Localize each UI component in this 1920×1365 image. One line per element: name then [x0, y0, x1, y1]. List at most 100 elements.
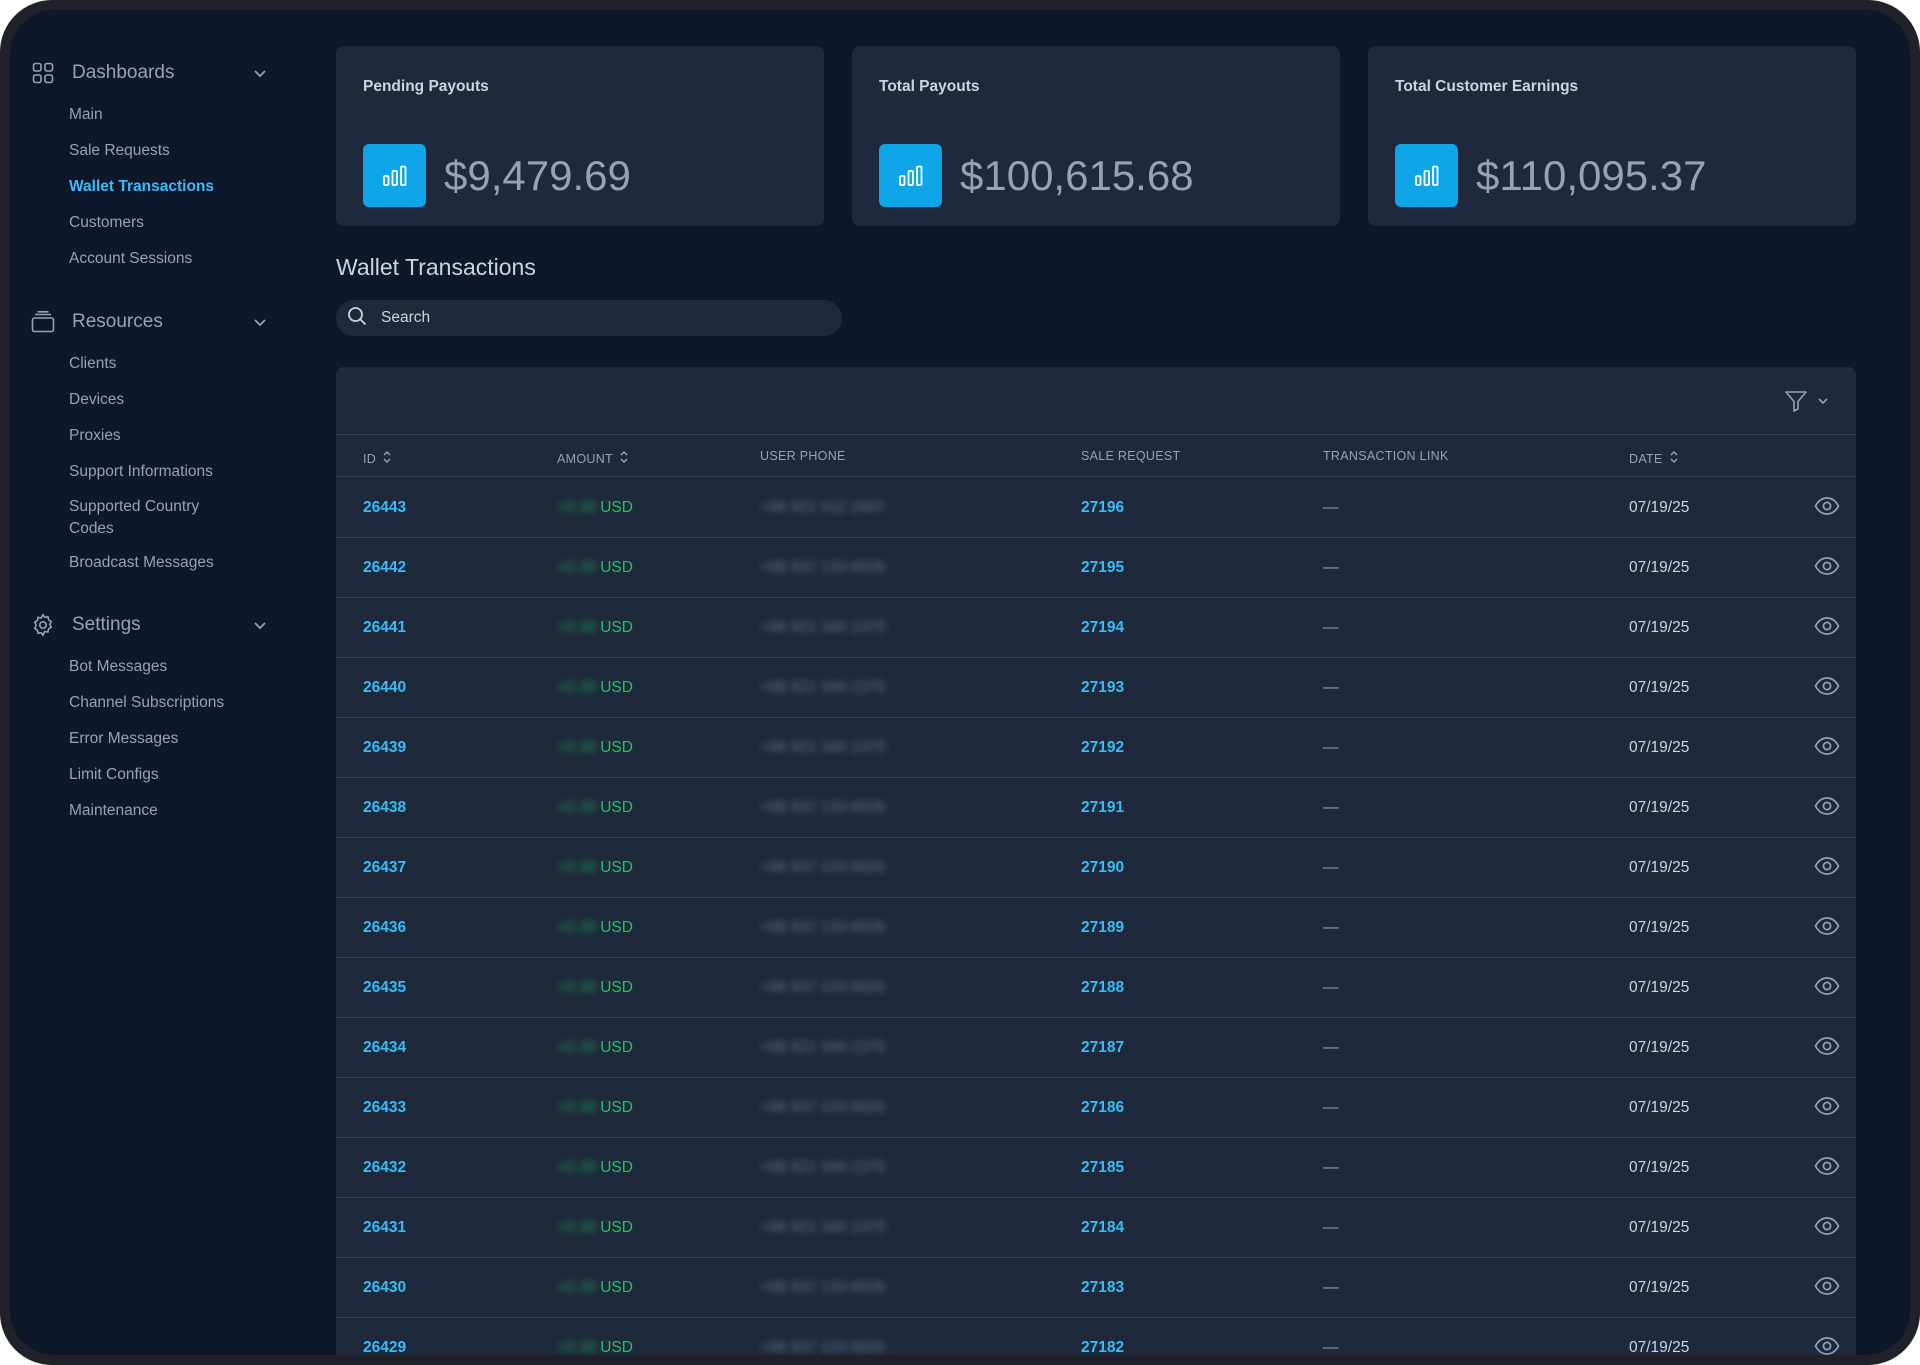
- sidebar-item-devices[interactable]: Devices: [69, 391, 125, 408]
- transaction-id-link[interactable]: 26432: [363, 1159, 407, 1176]
- user-phone-cell: +98 921 512 2947: [760, 499, 886, 516]
- column-header-amount[interactable]: AMOUNT: [557, 449, 629, 468]
- sale-request-link[interactable]: 27187: [1081, 1039, 1125, 1056]
- sale-request-link[interactable]: 27196: [1081, 499, 1125, 516]
- eye-icon[interactable]: [1814, 915, 1840, 943]
- transaction-id-link[interactable]: 26437: [363, 859, 407, 876]
- table-row: 26441 +0.30 USD +98 921 340 1370 27194 — 07/19…: [336, 598, 1856, 658]
- sale-request-link[interactable]: 27190: [1081, 859, 1125, 876]
- eye-icon[interactable]: [1814, 615, 1840, 643]
- sale-request-link[interactable]: 27193: [1081, 679, 1125, 696]
- transaction-id-link[interactable]: 26443: [363, 499, 407, 516]
- sidebar-item-support-informations[interactable]: Support Informations: [69, 463, 213, 480]
- sale-request-link[interactable]: 27186: [1081, 1099, 1125, 1116]
- currency-label: USD: [600, 619, 633, 636]
- sale-request-link[interactable]: 27191: [1081, 799, 1125, 816]
- eye-icon[interactable]: [1814, 735, 1840, 763]
- eye-icon[interactable]: [1814, 1215, 1840, 1243]
- user-phone-cell: +98 921 340 1370: [760, 1219, 886, 1236]
- amount-value: +0.30: [557, 919, 597, 936]
- sidebar-item-bot-messages[interactable]: Bot Messages: [69, 658, 168, 675]
- sale-request-link[interactable]: 27195: [1081, 559, 1125, 576]
- sidebar-item-limit-configs[interactable]: Limit Configs: [69, 766, 159, 783]
- transaction-id-link[interactable]: 26433: [363, 1099, 407, 1116]
- amount-cell: +0.30 USD: [557, 678, 633, 698]
- eye-icon[interactable]: [1814, 975, 1840, 1003]
- date-cell: 07/19/25: [1629, 499, 1690, 516]
- column-header-user-phone: USER PHONE: [760, 449, 846, 463]
- sidebar-item-supported-country-codes[interactable]: Supported Country Codes: [69, 498, 200, 537]
- transaction-id-link[interactable]: 26435: [363, 979, 407, 996]
- eye-icon[interactable]: [1814, 495, 1840, 523]
- column-header-id[interactable]: ID: [363, 449, 392, 468]
- card-value: $9,479.69: [444, 152, 631, 199]
- transaction-id-link[interactable]: 26442: [363, 559, 407, 576]
- transaction-id-link[interactable]: 26441: [363, 619, 407, 636]
- transaction-id-link[interactable]: 26436: [363, 919, 407, 936]
- sidebar-item-main[interactable]: Main: [69, 106, 103, 123]
- sale-request-link[interactable]: 27184: [1081, 1219, 1125, 1236]
- chevron-down-icon: [250, 615, 270, 635]
- currency-label: USD: [600, 1279, 633, 1296]
- date-cell: 07/19/25: [1629, 1339, 1690, 1355]
- section-header-settings[interactable]: Settings: [30, 607, 270, 643]
- column-header-date[interactable]: DATE: [1629, 449, 1679, 468]
- amount-cell: +0.30 USD: [557, 558, 633, 578]
- transactions-table: ID AMOUNT USER PHONE SALE REQUEST TRANSA…: [336, 367, 1856, 1355]
- transaction-id-link[interactable]: 26440: [363, 679, 407, 696]
- sale-request-link[interactable]: 27185: [1081, 1159, 1125, 1176]
- section-header-resources[interactable]: Resources: [30, 304, 270, 340]
- user-phone-cell: +98 937 133 6926: [760, 1339, 886, 1355]
- eye-icon[interactable]: [1814, 1335, 1840, 1355]
- gear-icon: [30, 612, 56, 638]
- sidebar-item-error-messages[interactable]: Error Messages: [69, 730, 179, 747]
- eye-icon[interactable]: [1814, 1155, 1840, 1183]
- transaction-id-link[interactable]: 26438: [363, 799, 407, 816]
- eye-icon[interactable]: [1814, 555, 1840, 583]
- transaction-id-link[interactable]: 26431: [363, 1219, 407, 1236]
- section-header-dashboards[interactable]: Dashboards: [30, 55, 270, 91]
- transaction-id-link[interactable]: 26429: [363, 1339, 407, 1355]
- sidebar-item-wallet-transactions[interactable]: Wallet Transactions: [69, 178, 214, 195]
- table-row: 26433 +0.30 USD +98 937 133 6926 27186 — 07/19…: [336, 1078, 1856, 1138]
- sidebar-item-channel-subscriptions[interactable]: Channel Subscriptions: [69, 694, 225, 711]
- sidebar-item-proxies[interactable]: Proxies: [69, 427, 121, 444]
- sidebar-item-account-sessions[interactable]: Account Sessions: [69, 250, 193, 267]
- sidebar-item-maintenance[interactable]: Maintenance: [69, 802, 158, 819]
- transaction-link-cell: —: [1323, 499, 1339, 516]
- currency-label: USD: [600, 859, 633, 876]
- currency-label: USD: [600, 799, 633, 816]
- filter-icon: [1784, 389, 1808, 418]
- search-input[interactable]: [381, 309, 821, 327]
- date-cell: 07/19/25: [1629, 619, 1690, 636]
- amount-value: +0.30: [557, 739, 597, 756]
- currency-label: USD: [600, 1159, 633, 1176]
- transaction-id-link[interactable]: 26430: [363, 1279, 407, 1296]
- sale-request-link[interactable]: 27188: [1081, 979, 1125, 996]
- column-label: USER PHONE: [760, 449, 846, 463]
- transaction-id-link[interactable]: 26434: [363, 1039, 407, 1056]
- sale-request-link[interactable]: 27192: [1081, 739, 1125, 756]
- eye-icon[interactable]: [1814, 1035, 1840, 1063]
- eye-icon[interactable]: [1814, 675, 1840, 703]
- eye-icon[interactable]: [1814, 1275, 1840, 1303]
- sidebar-item-customers[interactable]: Customers: [69, 214, 144, 231]
- sale-request-link[interactable]: 27183: [1081, 1279, 1125, 1296]
- amount-value: +0.30: [557, 679, 597, 696]
- column-label: DATE: [1629, 451, 1663, 466]
- filter-button[interactable]: [1784, 389, 1830, 418]
- user-phone-cell: +98 921 340 1370: [760, 619, 886, 636]
- sidebar-item-broadcast-messages[interactable]: Broadcast Messages: [69, 554, 214, 571]
- sale-request-link[interactable]: 27194: [1081, 619, 1125, 636]
- eye-icon[interactable]: [1814, 855, 1840, 883]
- section-title: Resources: [72, 311, 163, 332]
- sale-request-link[interactable]: 27189: [1081, 919, 1125, 936]
- eye-icon[interactable]: [1814, 1095, 1840, 1123]
- sidebar-item-sale-requests[interactable]: Sale Requests: [69, 142, 170, 159]
- eye-icon[interactable]: [1814, 795, 1840, 823]
- transaction-id-link[interactable]: 26439: [363, 739, 407, 756]
- sale-request-link[interactable]: 27182: [1081, 1339, 1125, 1355]
- sidebar-item-clients[interactable]: Clients: [69, 355, 117, 372]
- amount-cell: +0.30 USD: [557, 918, 633, 938]
